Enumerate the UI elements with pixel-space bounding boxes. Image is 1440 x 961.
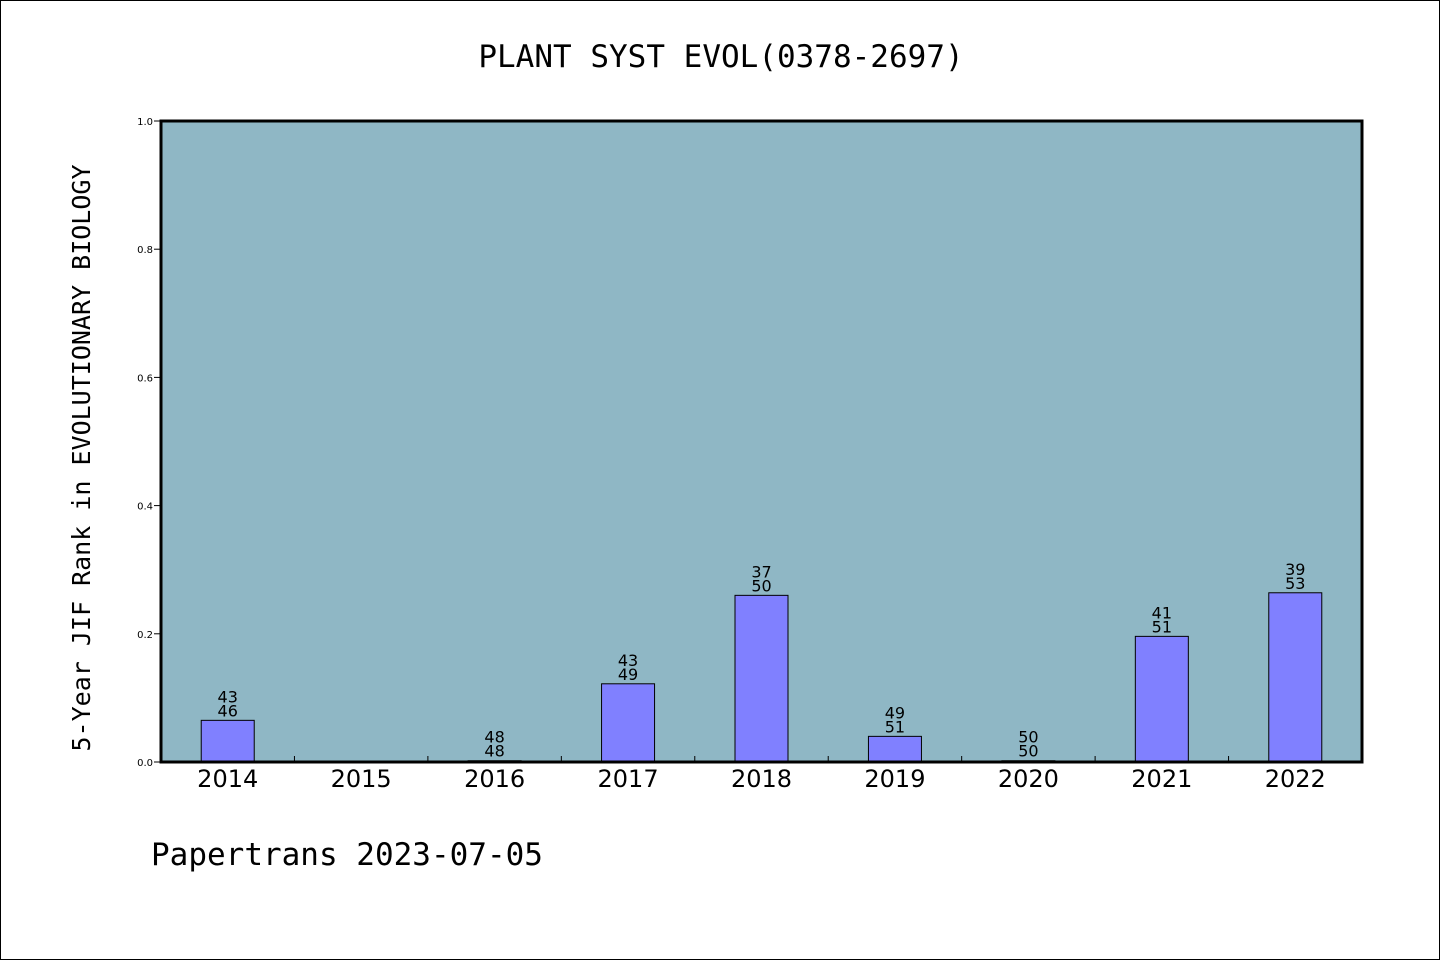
bar-label-bottom: 50 [751,576,771,595]
x-tick-label: 2022 [1265,765,1326,793]
bar-label-top: 37 [751,562,771,581]
bar [601,683,656,763]
bar [200,719,255,763]
x-tick-label: 2020 [998,765,1059,793]
bar-label-bottom: 49 [618,665,638,684]
bar-label-top: 43 [618,651,638,670]
x-tick-label: 2015 [331,765,392,793]
bar-label-bottom: 53 [1285,574,1305,593]
footer-stamp: Papertrans 2023-07-05 [151,837,543,873]
y-tick-label: 0.4 [137,502,153,513]
bar-label-bottom: 50 [1018,742,1038,761]
bar-label-top: 43 [218,687,238,706]
bar-label-bottom: 51 [885,717,905,736]
bar-label-top: 48 [484,728,504,747]
chart-title: PLANT SYST EVOL(0378-2697) [478,39,963,75]
x-tick-label: 2018 [731,765,792,793]
bar-label-bottom: 48 [484,742,504,761]
bar-label-bottom: 46 [218,701,238,720]
bar-label-top: 49 [885,703,905,722]
y-tick-label: 0.0 [137,758,153,769]
y-tick-label: 0.2 [137,630,153,641]
y-tick-label: 0.8 [137,245,153,256]
x-tick-label: 2014 [197,765,258,793]
bar-label-top: 50 [1018,728,1038,747]
x-tick-label: 2017 [598,765,659,793]
y-axis-label: 5-Year JIF Rank in EVOLUTIONARY BIOLOGY [67,165,96,752]
bar [1268,592,1323,763]
bar-label-bottom: 51 [1152,617,1172,636]
bar [734,594,789,763]
bar-label-top: 41 [1152,603,1172,622]
y-tick-label: 0.6 [137,373,153,384]
x-tick-label: 2016 [464,765,525,793]
bar-label-top: 39 [1285,560,1305,579]
x-tick-label: 2021 [1131,765,1192,793]
bar [867,735,922,763]
plot-border [159,119,1364,764]
x-tick-label: 2019 [864,765,925,793]
y-tick-label: 1.0 [137,117,153,128]
bar [1134,635,1189,763]
